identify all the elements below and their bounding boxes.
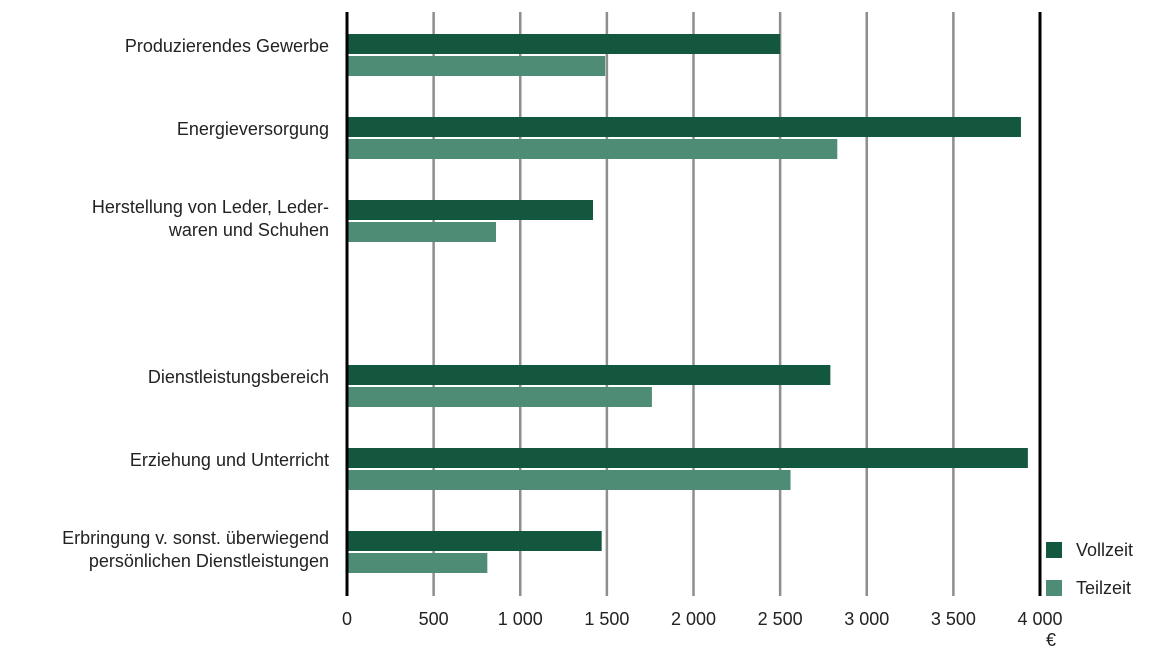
category-label-0: Produzierendes Gewerbe xyxy=(124,35,329,56)
bar-teilzeit-0 xyxy=(347,56,606,76)
x-tick-label-7: 3 500 xyxy=(931,609,976,629)
x-axis-unit: € xyxy=(1046,630,1057,650)
x-tick-label-3: 1 500 xyxy=(584,609,629,629)
legend-label-teilzeit: Teilzeit xyxy=(1076,577,1132,598)
x-tick-label-8: 4 000 xyxy=(1017,609,1062,629)
x-tick-label-2: 1 000 xyxy=(498,609,543,629)
x-tick-label-4: 2 000 xyxy=(671,609,716,629)
legend-swatch-vollzeit xyxy=(1046,542,1062,558)
legend-item-teilzeit: Teilzeit xyxy=(1046,576,1133,600)
category-label-1: Energieversorgung xyxy=(176,118,329,139)
bar-vollzeit-2 xyxy=(347,200,594,220)
bar-teilzeit-2 xyxy=(347,222,496,242)
category-label-2: Herstellung von Leder, Leder- waren und … xyxy=(91,197,329,240)
legend-label-vollzeit: Vollzeit xyxy=(1076,539,1134,560)
x-tick-label-6: 3 000 xyxy=(844,609,889,629)
bar-vollzeit-4 xyxy=(347,448,1028,468)
bar-vollzeit-5 xyxy=(347,531,602,551)
bar-teilzeit-3 xyxy=(347,387,652,407)
bar-teilzeit-4 xyxy=(347,470,791,490)
legend-item-vollzeit: Vollzeit xyxy=(1046,538,1133,562)
x-tick-label-0: 0 xyxy=(342,609,352,629)
bar-teilzeit-5 xyxy=(347,553,488,573)
bar-vollzeit-3 xyxy=(347,365,831,385)
legend: Vollzeit Teilzeit xyxy=(1046,538,1133,614)
legend-swatch-teilzeit xyxy=(1046,580,1062,596)
bar-vollzeit-1 xyxy=(347,117,1021,137)
x-tick-label-5: 2 500 xyxy=(758,609,803,629)
category-label-3: Dienstleistungsbereich xyxy=(147,366,329,387)
category-label-4: Erziehung und Unterricht xyxy=(129,449,329,470)
bar-teilzeit-1 xyxy=(347,139,838,159)
bar-vollzeit-0 xyxy=(347,34,781,54)
category-label-5: Erbringung v. sonst. überwiegend persönl… xyxy=(62,528,329,571)
x-tick-label-1: 500 xyxy=(419,609,449,629)
